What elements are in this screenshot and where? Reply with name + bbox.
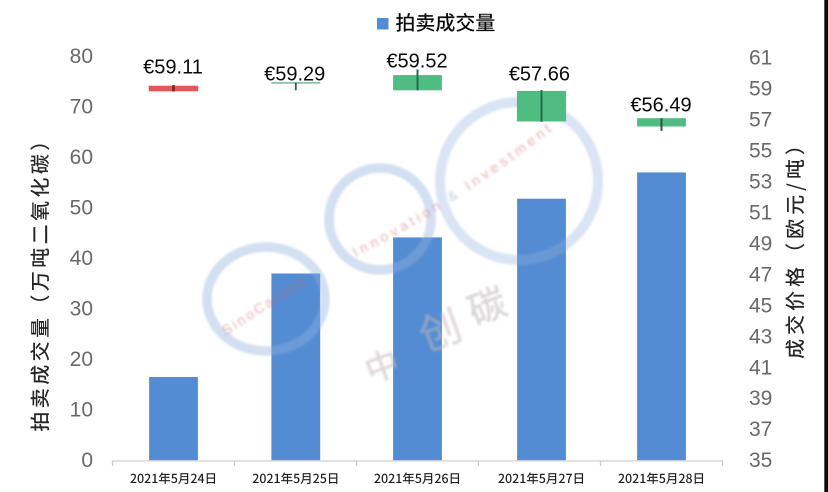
svg-text:47: 47 (749, 263, 772, 286)
svg-text:45: 45 (749, 294, 772, 317)
svg-text:59: 59 (749, 78, 772, 101)
svg-text:€59.11: €59.11 (143, 57, 203, 79)
svg-text:39: 39 (749, 387, 772, 410)
svg-text:43: 43 (749, 325, 772, 348)
svg-text:€57.66: €57.66 (509, 63, 570, 85)
svg-text:€59.52: €59.52 (386, 51, 447, 73)
svg-text:55: 55 (749, 140, 772, 163)
svg-text:€59.29: €59.29 (264, 64, 325, 86)
svg-text:35: 35 (749, 449, 772, 472)
svg-text:50: 50 (70, 196, 93, 219)
svg-text:53: 53 (749, 171, 772, 194)
svg-text:60: 60 (70, 146, 93, 169)
svg-text:0: 0 (81, 449, 93, 472)
svg-text:57: 57 (749, 109, 772, 132)
svg-text:€56.49: €56.49 (630, 95, 691, 117)
svg-text:37: 37 (749, 418, 772, 441)
svg-text:80: 80 (70, 45, 93, 68)
svg-text:10: 10 (70, 399, 93, 422)
svg-text:61: 61 (749, 47, 772, 70)
svg-text:51: 51 (749, 202, 772, 225)
svg-text:41: 41 (749, 356, 772, 379)
svg-text:20: 20 (70, 348, 93, 371)
svg-text:49: 49 (749, 232, 772, 255)
svg-text:30: 30 (70, 298, 93, 321)
svg-text:70: 70 (70, 95, 93, 118)
svg-text:40: 40 (70, 247, 93, 270)
